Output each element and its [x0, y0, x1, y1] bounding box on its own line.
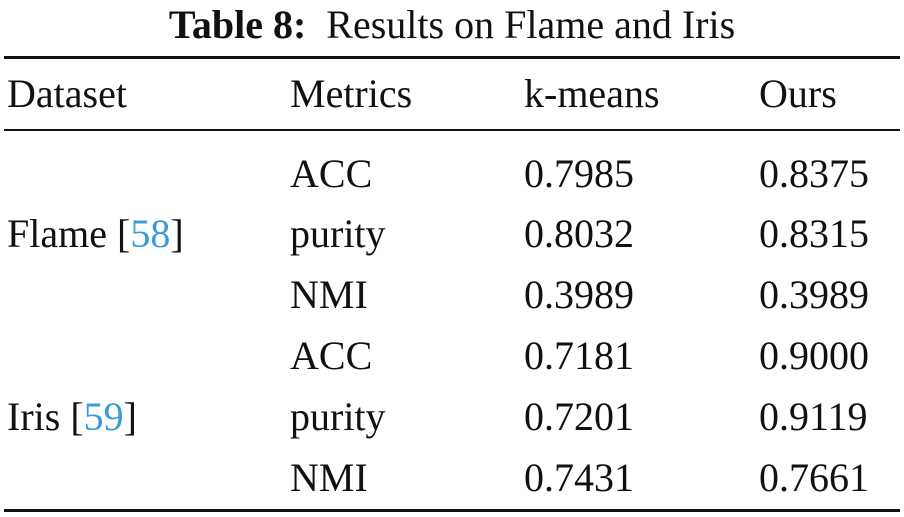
metric-cell: purity: [290, 394, 386, 439]
metric-cell: ACC: [290, 151, 373, 196]
top-rule: [4, 56, 900, 59]
citation-link[interactable]: 58: [130, 211, 171, 256]
metric-cell: purity: [290, 211, 386, 256]
dataset-iris: Iris [59]: [7, 394, 137, 439]
kmeans-value: 0.7201: [524, 394, 634, 439]
dataset-flame: Flame [58]: [7, 211, 184, 256]
kmeans-value: 0.7985: [524, 151, 634, 196]
header-ours: Ours: [759, 71, 837, 116]
metric-cell: ACC: [290, 333, 373, 378]
dataset-name: Flame: [7, 211, 107, 256]
header-dataset: Dataset: [7, 71, 127, 116]
ours-value: 0.9119: [759, 394, 868, 439]
kmeans-value: 0.8032: [524, 211, 634, 256]
ours-value: 0.7661: [759, 455, 869, 500]
ours-value: 0.8315: [759, 211, 869, 256]
metric-cell: NMI: [290, 455, 368, 500]
header-metrics: Metrics: [290, 71, 413, 116]
kmeans-value: 0.3989: [524, 272, 634, 317]
caption-label: Table 8:: [168, 2, 307, 47]
header-kmeans: k-means: [524, 71, 660, 116]
metric-cell: NMI: [290, 272, 368, 317]
table-caption: Table 8: Results on Flame and Iris: [0, 2, 904, 48]
dataset-name: Iris: [7, 394, 61, 439]
bottom-rule: [4, 509, 900, 512]
kmeans-value: 0.7181: [524, 333, 634, 378]
header-rule: [4, 129, 900, 131]
ours-value: 0.3989: [759, 272, 869, 317]
caption-text: Results on Flame and Iris: [326, 2, 736, 47]
ours-value: 0.8375: [759, 151, 869, 196]
citation-link[interactable]: 59: [83, 394, 124, 439]
ours-value: 0.9000: [759, 333, 869, 378]
kmeans-value: 0.7431: [524, 455, 634, 500]
